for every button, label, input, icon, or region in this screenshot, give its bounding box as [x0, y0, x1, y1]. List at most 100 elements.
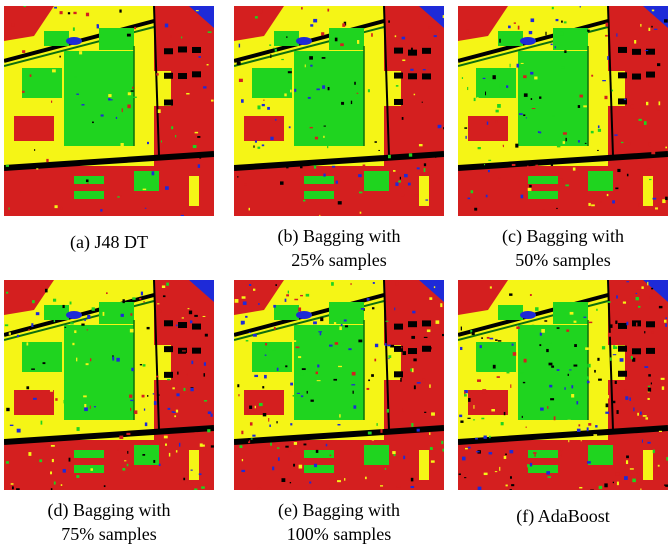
noise-speckle — [145, 208, 147, 209]
noise-speckle — [402, 37, 406, 40]
noise-speckle — [183, 478, 185, 480]
noise-speckle — [294, 89, 296, 92]
noise-speckle — [157, 303, 159, 304]
noise-speckle — [168, 408, 171, 410]
noise-speckle — [286, 294, 289, 296]
noise-speckle — [521, 63, 524, 64]
noise-speckle — [388, 155, 391, 158]
noise-speckle — [648, 386, 650, 387]
noise-speckle — [625, 356, 626, 359]
blue-patch — [296, 311, 312, 319]
noise-speckle — [493, 75, 496, 79]
noise-speckle — [428, 27, 432, 28]
noise-speckle — [211, 100, 214, 102]
noise-speckle — [128, 92, 131, 95]
noise-speckle — [591, 75, 593, 77]
noise-speckle — [518, 26, 520, 30]
noise-speckle — [595, 425, 597, 427]
noise-speckle — [20, 191, 21, 193]
noise-speckle — [275, 119, 276, 121]
noise-speckle — [648, 28, 650, 31]
noise-speckle — [182, 317, 184, 318]
noise-speckle — [203, 86, 206, 88]
noise-speckle — [116, 358, 119, 362]
noise-speckle — [181, 215, 184, 216]
noise-speckle — [532, 108, 536, 109]
green-field-left — [22, 342, 62, 372]
noise-speckle — [664, 460, 667, 464]
noise-speckle — [81, 104, 84, 105]
noise-speckle — [524, 93, 528, 97]
noise-speckle — [634, 328, 638, 331]
noise-speckle — [467, 418, 470, 419]
noise-speckle — [551, 164, 553, 166]
noise-speckle — [440, 128, 443, 131]
noise-speckle — [623, 301, 626, 303]
noise-speckle — [510, 64, 511, 68]
noise-speckle — [197, 136, 200, 138]
noise-speckle — [303, 200, 305, 202]
noise-speckle — [430, 447, 433, 450]
noise-speckle — [655, 207, 658, 209]
noise-speckle — [130, 329, 134, 333]
noise-speckle — [307, 370, 310, 372]
noise-speckle — [130, 313, 132, 315]
noise-speckle — [122, 299, 124, 303]
noise-speckle — [408, 452, 409, 454]
red-region — [154, 280, 214, 490]
green-strip-2 — [304, 191, 334, 199]
building-shadow — [394, 371, 403, 377]
noise-speckle — [539, 96, 541, 98]
noise-speckle — [385, 343, 387, 346]
noise-speckle — [101, 114, 104, 116]
noise-speckle — [131, 368, 133, 371]
noise-speckle — [310, 371, 314, 373]
noise-speckle — [409, 153, 412, 156]
noise-speckle — [345, 325, 348, 327]
noise-speckle — [504, 412, 506, 415]
noise-speckle — [186, 353, 189, 355]
noise-speckle — [208, 331, 210, 333]
noise-speckle — [505, 454, 507, 456]
noise-speckle — [145, 422, 147, 426]
map-svg — [4, 6, 214, 216]
noise-speckle — [495, 471, 497, 472]
noise-speckle — [393, 170, 395, 172]
noise-speckle — [424, 168, 426, 172]
noise-speckle — [380, 485, 383, 486]
noise-speckle — [262, 104, 265, 106]
noise-speckle — [417, 429, 420, 432]
noise-speckle — [401, 347, 402, 349]
noise-speckle — [594, 370, 596, 373]
noise-speckle — [51, 445, 55, 447]
noise-speckle — [443, 127, 444, 129]
noise-speckle — [626, 455, 629, 458]
noise-speckle — [476, 97, 478, 99]
building-shadow — [422, 48, 431, 54]
noise-speckle — [552, 7, 554, 9]
noise-speckle — [251, 438, 253, 439]
noise-speckle — [598, 201, 601, 203]
noise-speckle — [573, 167, 576, 170]
noise-speckle — [6, 408, 9, 411]
noise-speckle — [390, 345, 394, 348]
noise-speckle — [21, 329, 24, 332]
noise-speckle — [636, 297, 639, 300]
noise-speckle — [551, 44, 553, 46]
noise-speckle — [620, 358, 624, 362]
noise-speckle — [586, 376, 589, 379]
noise-speckle — [642, 440, 643, 443]
noise-speckle — [607, 395, 609, 398]
green-field-top — [329, 28, 364, 50]
noise-speckle — [194, 315, 198, 317]
noise-speckle — [665, 147, 667, 149]
noise-speckle — [131, 90, 134, 91]
noise-speckle — [587, 461, 591, 464]
noise-speckle — [560, 24, 563, 26]
noise-speckle — [358, 174, 362, 177]
noise-speckle — [314, 464, 317, 467]
noise-speckle — [146, 41, 149, 43]
noise-speckle — [166, 283, 169, 286]
noise-speckle — [314, 165, 316, 168]
noise-speckle — [487, 337, 490, 339]
